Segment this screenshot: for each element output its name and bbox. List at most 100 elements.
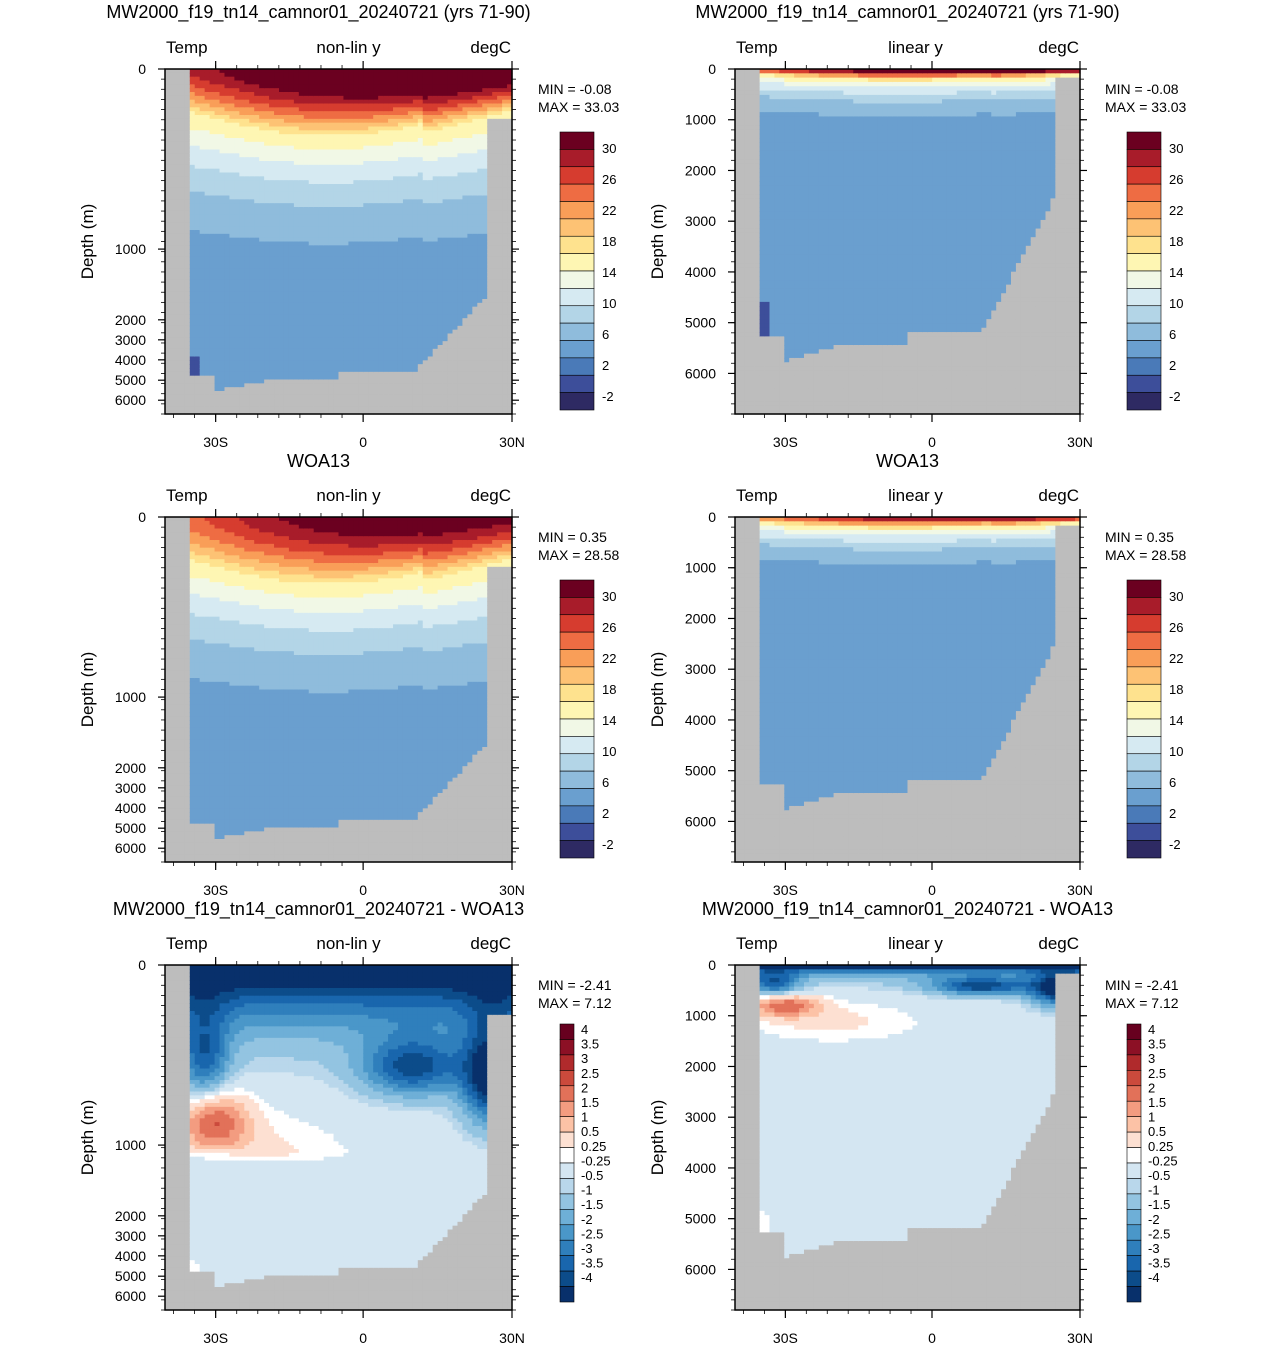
min-value: MIN = 0.35	[1105, 529, 1174, 545]
colorbar-box	[1126, 718, 1162, 737]
min-value: MIN = -0.08	[538, 81, 612, 97]
colorbar-label: 4	[1148, 1022, 1155, 1037]
colorbar-box	[1126, 840, 1162, 859]
y-tick-label: 2000	[685, 610, 716, 626]
colorbar-box	[1126, 753, 1162, 772]
right-label: degC	[1038, 486, 1079, 505]
contour-field	[735, 965, 1081, 1311]
colorbar-box	[1126, 1116, 1142, 1133]
y-tick-label: 4000	[115, 800, 146, 816]
colorbar-box	[1126, 288, 1162, 307]
colorbar-box	[1126, 631, 1162, 650]
colorbar-label: 18	[602, 682, 616, 697]
chart-title: MW2000_f19_tn14_camnor01_20240721 - WOA1…	[702, 899, 1113, 920]
colorbar-label: 30	[1169, 141, 1183, 156]
y-tick-label: 4000	[115, 352, 146, 368]
colorbar-box	[1126, 1270, 1142, 1287]
contour-field	[165, 517, 513, 863]
colorbar-label: -2.5	[1148, 1226, 1170, 1241]
min-value: MIN = -0.08	[1105, 81, 1179, 97]
center-label: non-lin y	[316, 486, 381, 505]
x-tick-label: 30S	[203, 882, 228, 898]
y-tick-label: 2000	[115, 312, 146, 328]
x-tick-label: 30S	[773, 434, 798, 450]
colorbar-box	[1126, 1178, 1142, 1195]
colorbar-box	[1126, 340, 1162, 359]
y-tick-label: 3000	[685, 213, 716, 229]
colorbar-label: 4	[581, 1022, 588, 1037]
y-tick-label: 4000	[685, 264, 716, 280]
colorbar-box	[1126, 1039, 1142, 1056]
y-tick-label: 0	[138, 509, 146, 525]
y-tick-label: 1000	[685, 112, 716, 128]
colorbar-label: -2.5	[581, 1226, 603, 1241]
colorbar-label: -3	[581, 1241, 593, 1256]
x-tick-label: 30N	[1067, 1330, 1093, 1346]
x-tick-label: 0	[928, 882, 936, 898]
colorbar-label: -2	[1169, 837, 1181, 852]
colorbar-label: 2	[1169, 806, 1176, 821]
colorbar-label: 6	[602, 775, 609, 790]
colorbar-label: 22	[1169, 651, 1183, 666]
colorbar-box	[1126, 235, 1162, 254]
colorbar-label: 22	[1169, 203, 1183, 218]
colorbar-box	[1126, 392, 1162, 411]
y-tick-label: 4000	[115, 1248, 146, 1264]
colorbar-box	[1126, 1286, 1142, 1303]
colorbar-label: -3.5	[1148, 1256, 1170, 1271]
colorbar-label: 10	[602, 744, 616, 759]
chart-title: MW2000_f19_tn14_camnor01_20240721 (yrs 7…	[106, 2, 530, 23]
colorbar-box	[1126, 166, 1162, 185]
colorbar-label: 1.5	[581, 1095, 599, 1110]
min-value: MIN = 0.35	[538, 529, 607, 545]
colorbar-label: -1	[1148, 1183, 1160, 1198]
colorbar-label: -2	[602, 389, 614, 404]
chart-panel-5-svg: MW2000_f19_tn14_camnor01_20240721 - WOA1…	[78, 899, 612, 1346]
y-tick-label: 3000	[115, 780, 146, 796]
colorbar-label: 2	[602, 806, 609, 821]
colorbar-box	[1126, 579, 1162, 598]
colorbar-label: 3.5	[1148, 1037, 1166, 1052]
colorbar-label: 10	[1169, 744, 1183, 759]
colorbar-box	[1126, 1085, 1142, 1102]
colorbar-label: 2.5	[581, 1066, 599, 1081]
y-tick-label: 2000	[115, 760, 146, 776]
colorbar-box	[1126, 1209, 1142, 1226]
y-tick-label: 0	[708, 509, 716, 525]
x-tick-label: 30N	[1067, 434, 1093, 450]
colorbar-label: -1.5	[581, 1197, 603, 1212]
colorbar-box	[1126, 666, 1162, 685]
chart-panel-1-svg: MW2000_f19_tn14_camnor01_20240721 (yrs 7…	[78, 2, 620, 450]
colorbar-box	[1126, 201, 1162, 220]
colorbar-label: 30	[602, 141, 616, 156]
colorbar-label: 22	[602, 651, 616, 666]
colorbar-box	[1126, 322, 1162, 341]
colorbar-box	[1126, 1162, 1142, 1179]
y-tick-label: 5000	[115, 1268, 146, 1284]
y-tick-label: 0	[138, 61, 146, 77]
colorbar-label: 3	[581, 1051, 588, 1066]
y-tick-label: 6000	[115, 392, 146, 408]
colorbar-label: -4	[1148, 1270, 1160, 1285]
colorbar-box	[1126, 218, 1162, 237]
contour-field	[165, 69, 513, 415]
colorbar-label: 18	[1169, 682, 1183, 697]
colorbar-box	[1126, 597, 1162, 616]
colorbar-box	[559, 1286, 575, 1303]
colorbar-label: -2	[1169, 389, 1181, 404]
y-axis-label: Depth (m)	[78, 652, 97, 728]
colorbar-box	[559, 392, 595, 411]
max-value: MAX = 7.12	[1105, 995, 1179, 1011]
center-label: non-lin y	[316, 934, 381, 953]
colorbar-label: 0.5	[581, 1124, 599, 1139]
chart-panel-3-svg: WOA13 Temp non-lin y degC 0 1000 2000 3000 4000 5…	[78, 451, 620, 898]
chart-panel-6-svg: MW2000_f19_tn14_camnor01_20240721 - WOA1…	[648, 899, 1179, 1346]
colorbar-label: -0.25	[581, 1153, 611, 1168]
y-tick-label: 6000	[685, 365, 716, 381]
y-tick-label: 0	[138, 957, 146, 973]
colorbar-label: -2	[581, 1212, 593, 1227]
colorbar-box	[1126, 149, 1162, 168]
colorbar-label: 1	[1148, 1110, 1155, 1125]
x-tick-label: 30N	[499, 1330, 525, 1346]
